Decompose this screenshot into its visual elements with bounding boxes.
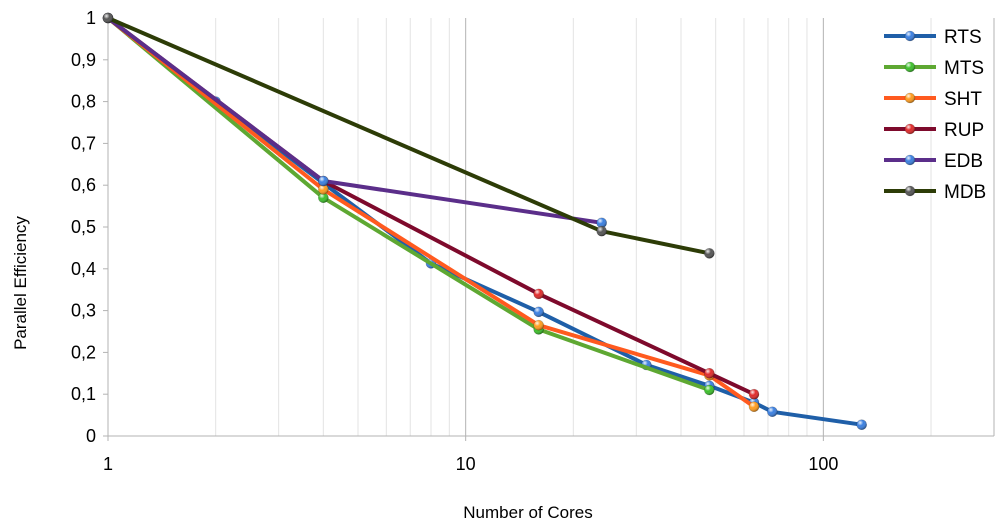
legend-item-mts: MTS	[884, 58, 984, 79]
legend-item-sht: SHT	[884, 89, 982, 110]
data-point-edb	[318, 175, 329, 187]
legend-label: RUP	[944, 120, 984, 141]
y-tick-label: 0,5	[71, 217, 96, 237]
legend-label: EDB	[944, 151, 983, 172]
legend-marker	[904, 61, 916, 73]
legend-item-rup: RUP	[884, 120, 984, 141]
data-point-sht	[533, 319, 544, 331]
data-point-rup	[533, 288, 544, 300]
series-line-mts	[106, 16, 712, 392]
legend-item-rts: RTS	[884, 27, 982, 48]
data-point-mdb	[704, 248, 715, 259]
y-tick-label: 0,8	[71, 92, 96, 112]
x-tick-label: 1	[103, 454, 113, 474]
data-point-sht	[748, 401, 760, 413]
y-tick-label: 1	[86, 8, 96, 28]
legend-label: MTS	[944, 58, 984, 79]
x-tick-labels: 1 10 100	[103, 454, 838, 474]
legend-item-edb: EDB	[884, 151, 983, 172]
y-axis-title: Parallel Efficiency	[11, 216, 30, 350]
gridlines	[107, 18, 995, 436]
legend-label: SHT	[944, 89, 982, 110]
y-tick-label: 0,6	[71, 175, 96, 195]
y-tick-label: 0	[86, 426, 96, 446]
data-point-sht	[318, 184, 329, 195]
data-point-mts	[704, 384, 715, 396]
series-mts	[102, 12, 715, 396]
data-point-mdb	[596, 225, 607, 237]
legend-marker	[904, 154, 916, 166]
legend-marker	[904, 185, 916, 197]
legend-marker	[904, 92, 916, 104]
series-line-mdb	[106, 16, 712, 256]
legend-label: MDB	[944, 182, 986, 203]
data-point-rts	[767, 406, 778, 418]
x-axis-title: Number of Cores	[463, 503, 592, 522]
legend-label: RTS	[944, 27, 982, 48]
y-tick-label: 0,2	[71, 342, 96, 362]
data-point-mdb	[102, 12, 114, 24]
y-tick-label: 0,4	[71, 259, 96, 279]
axes	[103, 17, 995, 441]
legend: RTS MTS SHT RUP EDB MDB	[884, 27, 986, 203]
legend-marker	[904, 123, 916, 135]
series-layer	[102, 12, 867, 431]
series-line-rts	[106, 16, 864, 427]
data-point-rup	[748, 388, 760, 400]
y-tick-label: 0,9	[71, 50, 96, 70]
x-tick-label: 100	[808, 454, 838, 474]
data-point-rts	[856, 419, 867, 431]
y-tick-labels: 0 0,1 0,2 0,3 0,4 0,5 0,6 0,7 0,8 0,9 1	[71, 8, 96, 446]
legend-marker	[904, 30, 916, 42]
series-mdb	[102, 12, 715, 259]
series-rts	[102, 12, 867, 431]
y-tick-label: 0,3	[71, 301, 96, 321]
legend-item-mdb: MDB	[884, 182, 986, 203]
data-point-rup	[704, 367, 715, 379]
data-point-mts	[318, 192, 329, 204]
x-tick-label: 10	[456, 454, 476, 474]
y-tick-label: 0,7	[71, 133, 96, 153]
y-tick-label: 0,1	[71, 384, 96, 404]
data-point-rts	[533, 306, 544, 318]
